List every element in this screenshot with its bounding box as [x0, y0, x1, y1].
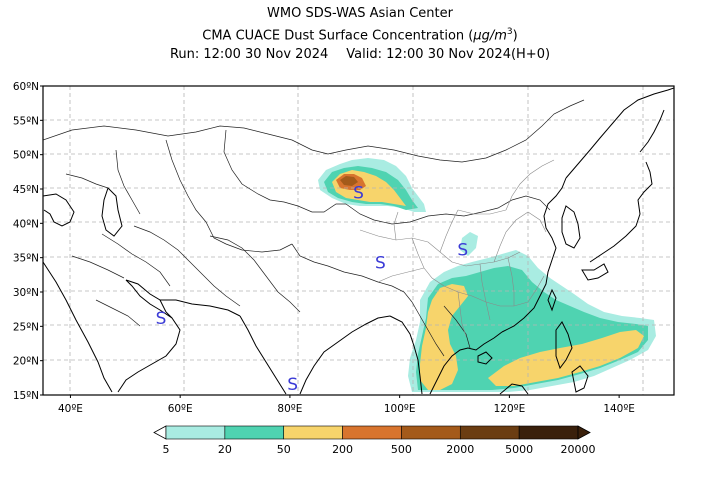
- country-borders: [43, 99, 585, 357]
- colorbar-right-arrow: [577, 425, 591, 440]
- colorbar-swatch: [283, 425, 343, 440]
- colorbar-swatch: [224, 425, 285, 440]
- title-product-suffix: ): [512, 28, 518, 44]
- colorbar-level-label: 20: [218, 443, 232, 456]
- valid-time-label: Valid: 12:00 30 Nov 2024(H+0): [346, 47, 551, 63]
- dust-storm-symbol: S: [353, 183, 364, 203]
- dust-area-north-brown: [340, 176, 358, 186]
- title-product-prefix: CMA CUACE Dust Surface Concentration (: [202, 28, 474, 44]
- run-time-label: Run: 12:00 30 Nov 2024: [169, 47, 329, 63]
- map-title-block: WMO SDS-WAS Asian Center CMA CUACE Dust …: [0, 4, 720, 64]
- lat-tick-label: 55ºN: [13, 115, 39, 127]
- lon-tick-label: 60ºE: [168, 403, 193, 415]
- title-unit-exponent: 3: [506, 27, 513, 37]
- colorbar-level-label: 20000: [561, 443, 596, 456]
- colorbar-level-label: 2000: [446, 443, 474, 456]
- colorbar-left-arrow: [153, 425, 167, 440]
- dust-storm-symbol: S: [156, 309, 167, 329]
- colorbar: 5 20 50 200 500 2000 5000 20000: [153, 425, 596, 456]
- lat-tick-label: 30ºN: [13, 287, 39, 299]
- dust-storm-symbol: S: [457, 240, 468, 260]
- lat-tick-label: 25ºN: [13, 321, 39, 333]
- dust-area-south-yellow-west: [420, 284, 468, 390]
- lon-tick-label: 120ºE: [494, 403, 526, 415]
- dust-storm-symbol: S: [375, 253, 386, 273]
- dust-storm-markers: S S S S S: [156, 183, 469, 395]
- lat-tick-label: 20ºN: [13, 356, 39, 368]
- lat-tick-label: 45ºN: [13, 184, 39, 196]
- lon-tick-label: 140ºE: [603, 403, 635, 415]
- colorbar-level-label: 500: [391, 443, 412, 456]
- lon-axis: 40ºE 60ºE 80ºE 100ºE 120ºE 140ºE: [58, 395, 635, 415]
- colorbar-level-label: 5: [163, 443, 170, 456]
- lon-tick-label: 40ºE: [58, 403, 83, 415]
- colorbar-level-label: 50: [277, 443, 291, 456]
- coastlines: [43, 87, 674, 395]
- lon-tick-label: 100ºE: [384, 403, 416, 415]
- colorbar-swatch: [518, 425, 579, 440]
- dust-storm-symbol: S: [287, 375, 298, 395]
- colorbar-level-label: 5000: [505, 443, 533, 456]
- colorbar-swatch: [459, 425, 520, 440]
- title-line-product: CMA CUACE Dust Surface Concentration (μg…: [0, 23, 720, 45]
- lon-tick-label: 80ºE: [277, 403, 302, 415]
- map-plot-area: S S S S S: [43, 86, 674, 395]
- lat-tick-label: 35ºN: [13, 253, 39, 265]
- colorbar-level-label: 200: [332, 443, 353, 456]
- dust-area-east-china-light: [460, 232, 478, 256]
- lat-tick-label: 15ºN: [13, 390, 39, 402]
- dust-area-south-yellow-east: [488, 330, 644, 386]
- map-frame: [42, 85, 675, 396]
- title-line-times: Run: 12:00 30 Nov 2024 Valid: 12:00 30 No…: [0, 45, 720, 64]
- lat-axis: 60ºN 55ºN 50ºN 45ºN 40ºN 35ºN 30ºN 25ºN 20ºN 15ºN: [13, 81, 43, 402]
- lat-tick-label: 50ºN: [13, 150, 39, 162]
- lat-tick-label: 60ºN: [13, 81, 39, 93]
- lat-tick-label: 40ºN: [13, 218, 39, 230]
- colorbar-swatch: [342, 425, 402, 440]
- title-line-center: WMO SDS-WAS Asian Center: [267, 6, 453, 21]
- lat-lon-grid: [43, 86, 674, 395]
- title-unit: μg/m: [473, 28, 507, 44]
- colorbar-swatch: [401, 425, 461, 440]
- colorbar-swatch: [165, 425, 226, 440]
- province-borders: [359, 159, 555, 337]
